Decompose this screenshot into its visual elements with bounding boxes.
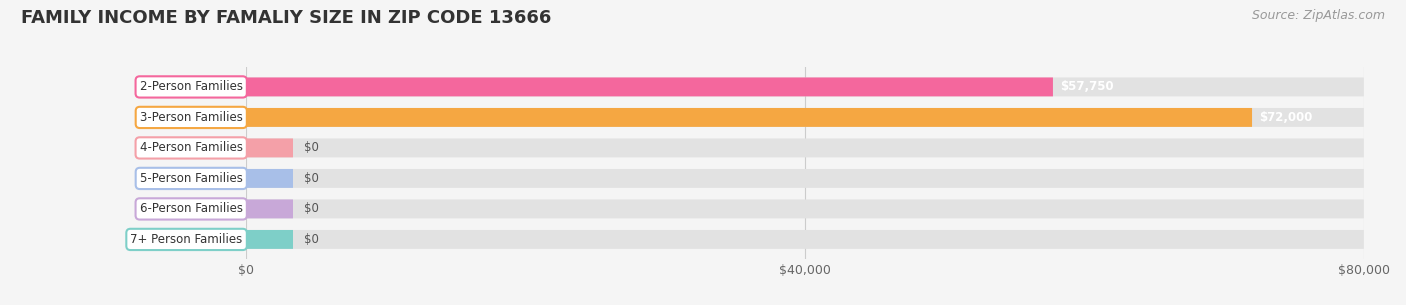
Text: $0: $0 — [304, 203, 319, 215]
Text: FAMILY INCOME BY FAMALIY SIZE IN ZIP CODE 13666: FAMILY INCOME BY FAMALIY SIZE IN ZIP COD… — [21, 9, 551, 27]
Text: $57,750: $57,750 — [1060, 81, 1114, 93]
FancyBboxPatch shape — [246, 138, 1364, 157]
FancyBboxPatch shape — [246, 230, 1364, 249]
Text: $72,000: $72,000 — [1258, 111, 1312, 124]
FancyBboxPatch shape — [246, 138, 292, 157]
FancyBboxPatch shape — [246, 77, 1053, 96]
Text: $0: $0 — [304, 142, 319, 154]
Text: $0: $0 — [304, 172, 319, 185]
FancyBboxPatch shape — [246, 199, 1364, 218]
FancyBboxPatch shape — [246, 169, 1364, 188]
FancyBboxPatch shape — [246, 169, 292, 188]
FancyBboxPatch shape — [246, 199, 292, 218]
Text: 2-Person Families: 2-Person Families — [139, 81, 243, 93]
Text: 7+ Person Families: 7+ Person Families — [131, 233, 243, 246]
Text: 3-Person Families: 3-Person Families — [139, 111, 243, 124]
FancyBboxPatch shape — [246, 108, 1364, 127]
FancyBboxPatch shape — [246, 230, 292, 249]
Text: 4-Person Families: 4-Person Families — [139, 142, 243, 154]
Text: 5-Person Families: 5-Person Families — [139, 172, 243, 185]
Text: 6-Person Families: 6-Person Families — [139, 203, 243, 215]
FancyBboxPatch shape — [246, 108, 1253, 127]
Text: Source: ZipAtlas.com: Source: ZipAtlas.com — [1251, 9, 1385, 22]
FancyBboxPatch shape — [246, 77, 1364, 96]
Text: $0: $0 — [304, 233, 319, 246]
